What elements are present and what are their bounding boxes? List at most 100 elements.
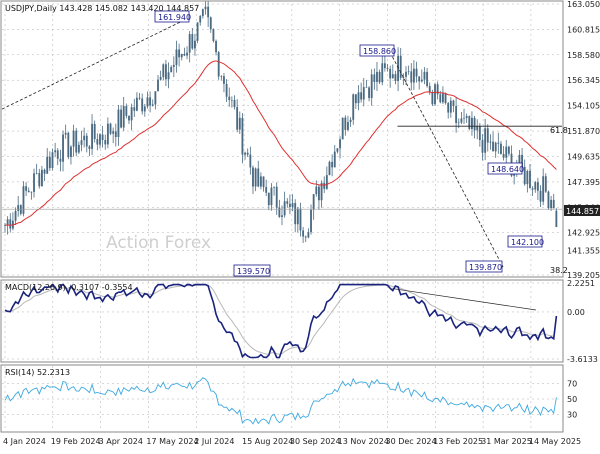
candle-body [80,140,83,145]
candle-body [473,117,476,131]
candle-body [72,130,75,147]
candle-body [106,123,109,145]
candle-body [117,109,120,137]
svg-text:148.640: 148.640 [491,165,524,174]
annotation-142100: 142.100 [507,235,544,248]
candle-body [141,98,144,112]
candle-body [320,182,323,201]
candle-body [186,52,188,56]
candle-body [310,209,312,233]
candle-body [257,168,260,187]
candle-body [444,93,447,104]
candle-body [188,34,191,53]
annotation-148640: 148.640 [487,162,524,175]
candle-body [125,106,128,116]
candle-body [104,139,107,145]
candle-body [555,210,558,228]
candle-body [478,126,481,141]
candle-body [431,92,434,105]
candle-body [6,219,9,226]
chart-overlays [1,20,562,425]
candle-body [518,154,521,169]
candle-body [550,199,553,209]
candle-body [128,115,130,121]
candle-body [223,76,225,84]
candle-body [17,205,20,211]
x-axis-tick: 14 May 2025 [529,437,581,446]
candle-body [347,122,349,130]
x-axis-tick: 31 Mar 2025 [481,437,532,446]
x-axis-tick: 3 Apr 2024 [99,437,143,446]
fib-618-label: 61.8 [550,126,568,135]
price-y-tick: 147.395 [567,178,600,187]
candle-body [157,79,159,92]
candle-body [407,71,410,72]
candle-body [354,94,357,104]
candle-body [246,152,249,155]
candle-body [455,106,458,123]
candle-body [497,142,500,144]
rsi-panel-frame [0,364,564,433]
candle-body [64,132,67,135]
rsi-y-tick: 70 [567,380,577,389]
candle-body [405,71,407,77]
candle-body [542,176,545,202]
macd-panel-frame [0,279,564,363]
candle-body [376,71,378,82]
candle-body [175,49,178,65]
candle-body [465,116,468,118]
candle-body [389,68,392,79]
candle-body [54,150,57,153]
annotation-161940: 161.940 [154,10,191,23]
candle-body [22,186,25,214]
candle-body [449,100,452,113]
candle-body [315,186,318,195]
candle-body [151,104,154,106]
candle-body [217,52,220,77]
candle-body [349,119,352,123]
candle-body [77,144,80,153]
candle-body [120,109,122,128]
macd-line [4,283,558,359]
candle-body [165,64,167,80]
x-axis-tick: 19 Feb 2024 [51,437,101,446]
candle-body [484,128,487,153]
candle-body [463,117,465,119]
price-y-tick: 158.580 [567,51,600,60]
candle-body [109,123,112,134]
candle-body [254,168,257,187]
candlestick-series [4,1,558,243]
price-y-tick: 142.925 [567,229,600,238]
candle-body [252,167,254,187]
candle-body [365,87,368,88]
candle-body [447,103,450,113]
candle-body [30,191,33,193]
candle-body [4,225,6,226]
candle-body [442,93,444,103]
last-price-badge: 144.857 [564,205,600,216]
candle-body [278,207,281,217]
candle-body [281,215,283,217]
svg-text:144.857: 144.857 [566,207,599,216]
candle-body [194,40,196,49]
x-axis-tick: 4 Jan 2024 [3,437,46,446]
price-y-tick: 154.105 [567,102,600,111]
candle-body [415,68,418,77]
candle-body [494,142,497,152]
candle-body [215,41,217,53]
candle-body [183,53,186,56]
candle-body [410,71,413,83]
candle-body [199,16,202,23]
price-y-tick: 141.355 [567,247,600,256]
watermark: Action Forex [106,233,211,253]
candle-body [534,182,537,190]
svg-text:158.860: 158.860 [363,47,396,56]
rsi-line [4,377,557,425]
candle-body [299,208,302,231]
candle-body [460,118,463,123]
candle-body [307,232,310,238]
candle-body [394,74,397,82]
candle-body [33,173,35,192]
candle-body [500,143,502,154]
